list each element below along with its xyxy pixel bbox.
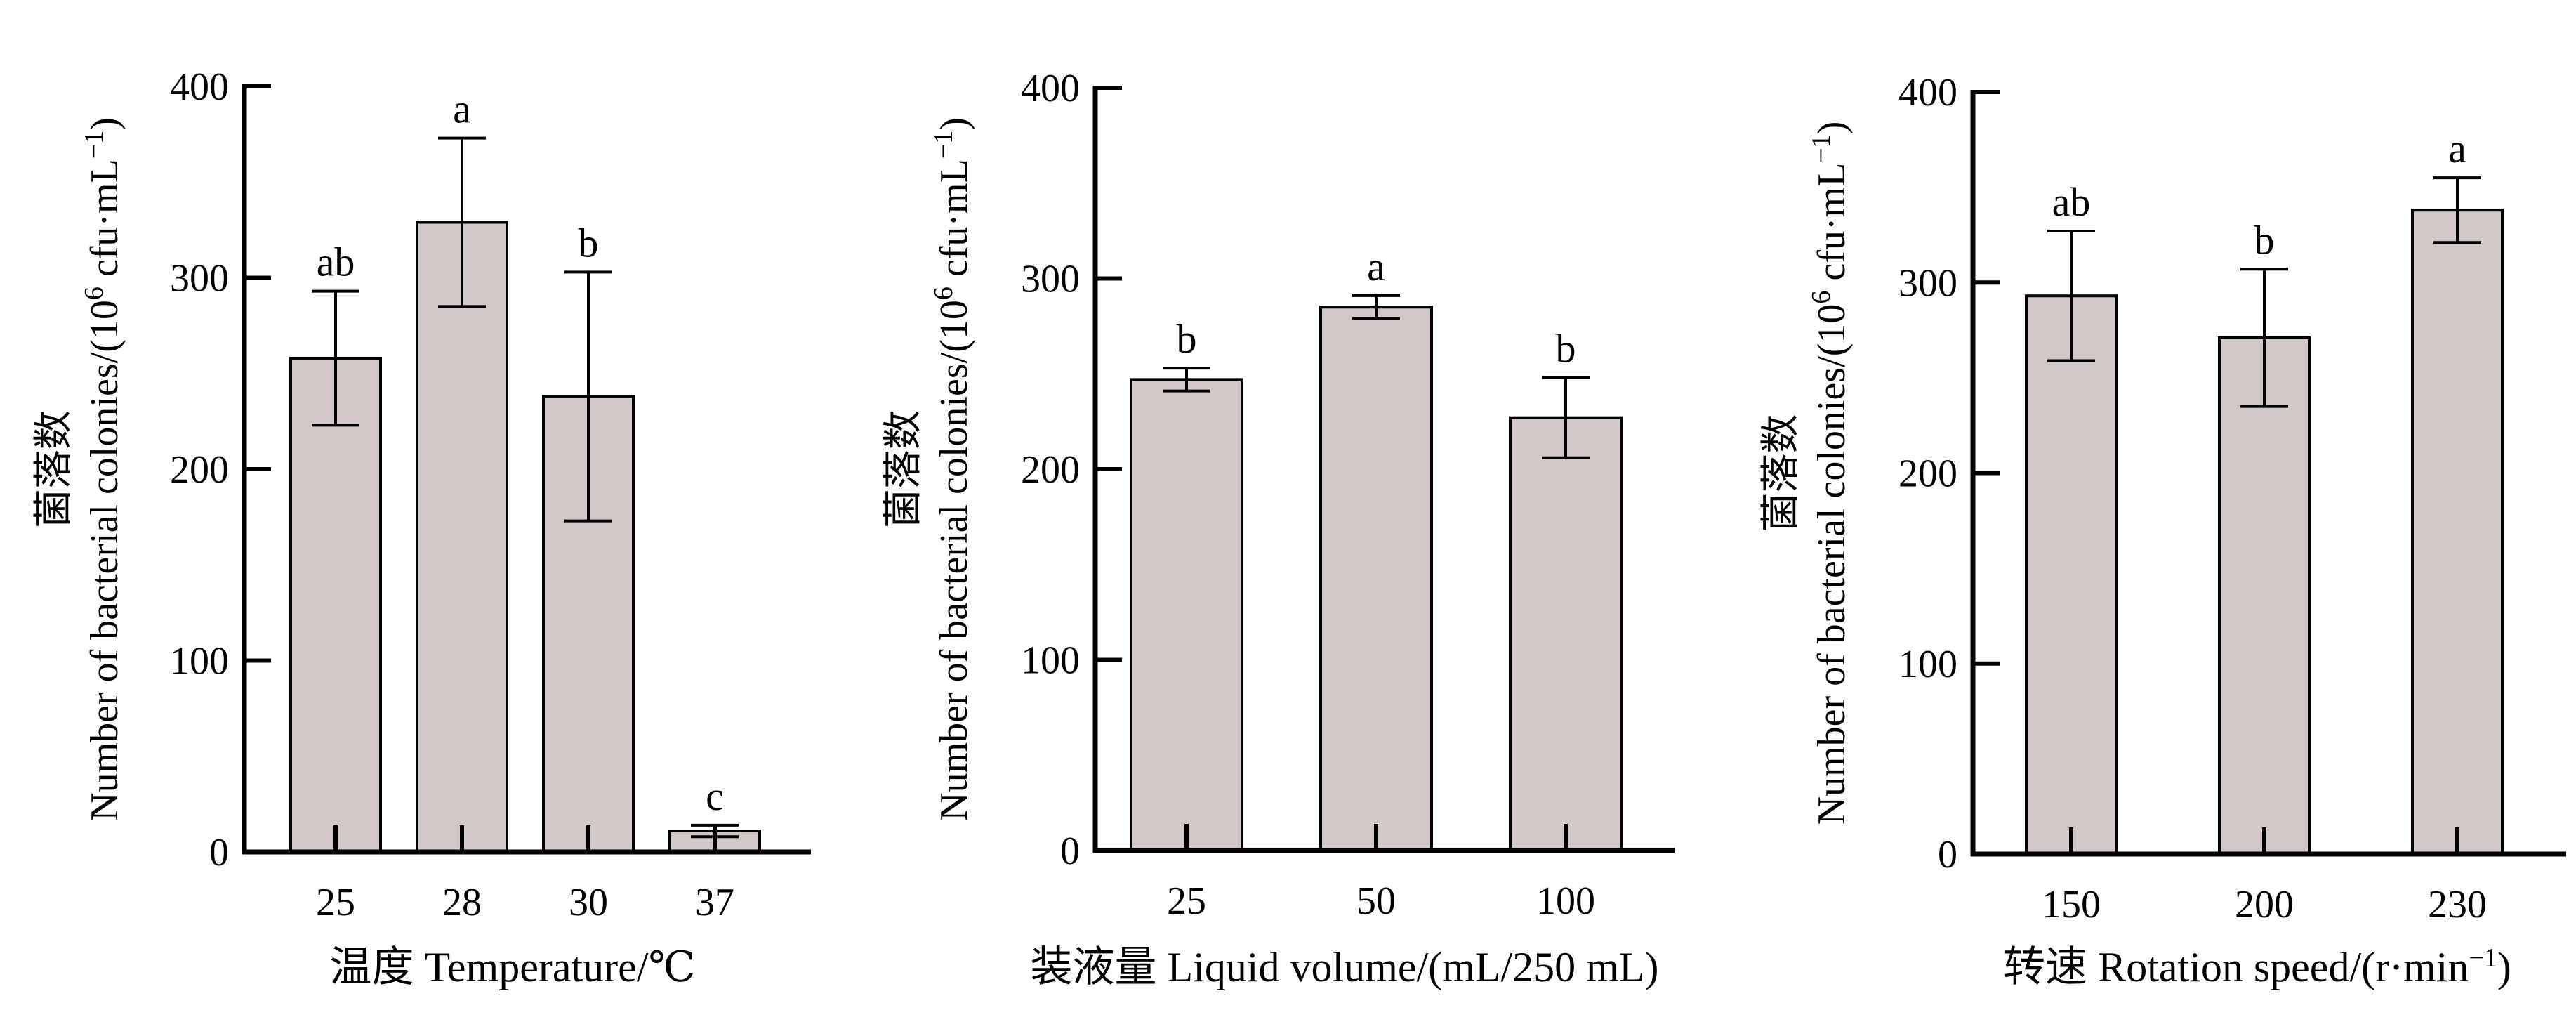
y-tick-label: 200 — [170, 448, 229, 492]
y-axis-label-unit: cfu·mL — [1810, 163, 1854, 291]
y-axis-label: 菌落数 Number of bacterial colonies/(106 cfu… — [32, 117, 126, 821]
bar — [2411, 209, 2504, 855]
y-tick-label: 300 — [1898, 261, 1957, 305]
x-tick-label: 28 — [442, 881, 482, 924]
x-tick-label: 150 — [2042, 883, 2101, 926]
y-tick-label: 0 — [209, 831, 229, 874]
y-tick-label: 400 — [1898, 71, 1957, 114]
x-tick-label: 25 — [1167, 879, 1206, 923]
significance-label: a — [453, 86, 471, 132]
x-axis-title-text: 温度 Temperature/℃ — [329, 944, 695, 990]
y-axis-label-close: ) — [1810, 122, 1854, 135]
x-tick-label: 100 — [1536, 879, 1595, 923]
x-axis-title-exponent: −1 — [2469, 943, 2497, 973]
y-tick-label: 100 — [1021, 639, 1080, 683]
y-tick-label: 200 — [1021, 448, 1080, 492]
y-axis-label-unit-exponent: −1 — [79, 131, 109, 159]
y-axis-label-en: Number of bacterial colonies/(106 cfu·mL… — [1806, 122, 1854, 825]
y-axis-label-unit-exponent: −1 — [1806, 134, 1836, 162]
y-axis-label-close: ) — [932, 117, 976, 131]
significance-label: b — [1556, 326, 1576, 372]
bar — [1509, 416, 1623, 852]
significance-label: ab — [2052, 179, 2091, 225]
x-tick-label: 230 — [2428, 883, 2487, 926]
y-axis-label-text: Number of bacterial colonies/(10 — [932, 300, 976, 821]
x-tick-label: 200 — [2235, 883, 2294, 926]
y-axis-label-cn: 菌落数 — [1759, 414, 1803, 532]
chart-panel-3: ab 150 b 200 a 230 0 100 200 300 400 菌落数 Number of b… — [1759, 71, 2566, 990]
y-axis-label-en: Number of bacterial colonies/(106 cfu·mL… — [79, 117, 126, 821]
chart-panel-2: b 25 a 50 b 100 0 100 200 300 400 菌落数 Number of bact… — [882, 67, 1675, 990]
y-axis-label-en: Number of bacterial colonies/(106 cfu·mL… — [929, 117, 976, 821]
x-axis-title-close: ) — [2497, 944, 2511, 990]
x-tick-label: 37 — [695, 881, 734, 924]
y-axis-label-text: Number of bacterial colonies/(10 — [83, 300, 126, 821]
significance-label: c — [706, 773, 724, 819]
chart-panel-1: ab 25 a 28 b 30 c 37 0 100 200 300 400 菌落数 Number of b… — [32, 65, 811, 990]
x-tick-label: 50 — [1356, 879, 1396, 923]
bar — [289, 356, 382, 853]
y-axis-label-unit-exponent: −1 — [929, 131, 958, 159]
y-tick-label: 300 — [1021, 258, 1080, 301]
y-axis-label-cn: 菌落数 — [882, 410, 925, 528]
x-axis-title-text: 装液量 Liquid volume/(mL/250 mL) — [1031, 944, 1659, 990]
x-tick-label: 30 — [569, 881, 608, 924]
bar — [2025, 294, 2118, 855]
y-tick-label: 100 — [170, 640, 229, 683]
y-axis-label-exponent: 6 — [79, 287, 109, 300]
y-tick-label: 0 — [1060, 830, 1080, 873]
significance-label: a — [1367, 244, 1385, 289]
y-axis-label-exponent: 6 — [1806, 291, 1836, 304]
x-axis-title-text: 转速 Rotation speed/(r·min — [2003, 944, 2469, 990]
bar — [2218, 336, 2311, 856]
bar — [416, 221, 508, 854]
y-tick-label: 200 — [1898, 452, 1957, 496]
y-axis-label-unit: cfu·mL — [83, 159, 126, 287]
y-axis-label: 菌落数 Number of bacterial colonies/(106 cfu… — [882, 117, 976, 821]
x-axis-title: 转速 Rotation speed/(r·min−1) — [2003, 943, 2511, 990]
y-tick-label: 0 — [1938, 833, 1957, 877]
x-axis-title: 温度 Temperature/℃ — [329, 944, 695, 990]
significance-label: ab — [317, 240, 355, 285]
significance-label: a — [2448, 126, 2466, 171]
y-axis-label-text: Number of bacterial colonies/(10 — [1810, 304, 1854, 825]
y-tick-label: 300 — [170, 257, 229, 301]
y-tick-label: 400 — [1021, 67, 1080, 110]
y-tick-label: 400 — [170, 65, 229, 109]
y-axis-label-unit: cfu·mL — [932, 159, 976, 287]
significance-label: b — [2254, 217, 2275, 263]
y-tick-label: 100 — [1898, 643, 1957, 686]
bar — [1319, 306, 1433, 853]
y-axis-label-close: ) — [83, 117, 126, 131]
significance-label: b — [1177, 316, 1197, 362]
x-tick-label: 25 — [316, 881, 355, 924]
y-axis-label-exponent: 6 — [929, 287, 958, 300]
x-axis-title: 装液量 Liquid volume/(mL/250 mL) — [1031, 944, 1659, 990]
significance-label: b — [579, 220, 599, 265]
y-axis-label-cn: 菌落数 — [32, 410, 76, 528]
bar — [1130, 378, 1243, 852]
y-axis-label: 菌落数 Number of bacterial colonies/(106 cfu… — [1759, 122, 1854, 825]
